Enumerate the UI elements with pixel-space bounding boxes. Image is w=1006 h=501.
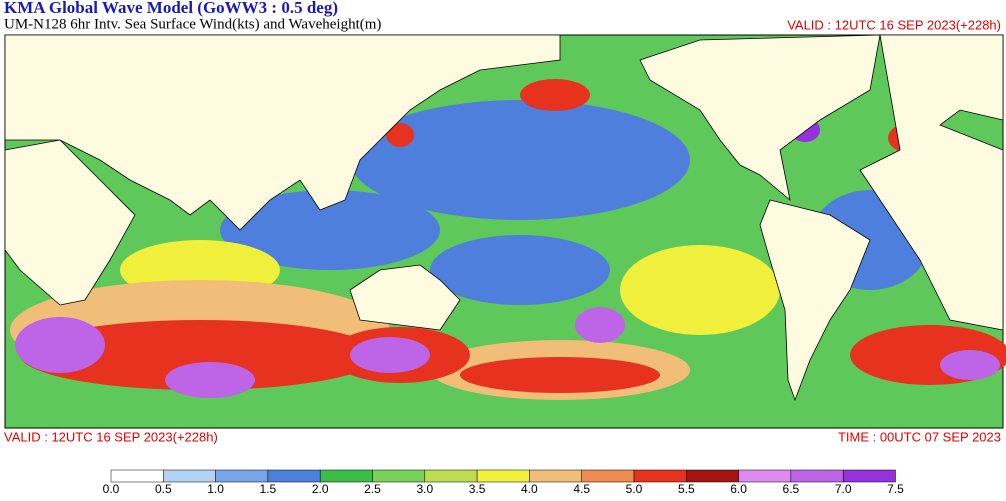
colorbar-swatch (372, 469, 426, 483)
colorbar-swatch (633, 469, 687, 483)
colorbar-swatch (267, 469, 321, 483)
colorbar-swatch (842, 469, 896, 483)
colorbar-tick-label: 7.0 (835, 482, 852, 496)
colorbar-swatch (529, 469, 582, 483)
colorbar-tick-label: 1.0 (207, 482, 224, 496)
colorbar-tick-label: 5.0 (626, 482, 643, 496)
colorbar-tick-label: 4.5 (573, 482, 590, 496)
colorbar-tick-label: 7.5 (887, 482, 904, 496)
colorbar-swatch (215, 469, 269, 483)
colorbar: 0.0 0.5 1.0 1.5 2.0 2.5 3.0 3.5 4.0 4.5 5.0 5.5 6.0 6… (103, 469, 904, 496)
colorbar-swatch (110, 469, 164, 483)
subtitle: UM-N128 6hr Intv. Sea Surface Wind(kts) … (4, 16, 381, 32)
colorbar-swatch (581, 469, 635, 483)
colorbar-tick-label: 5.5 (678, 482, 695, 496)
colorbar-tick-label: 3.0 (416, 482, 433, 496)
map (4, 34, 1006, 429)
colorbar-tick-label: 6.0 (730, 482, 747, 496)
colorbar-tick-label: 3.5 (469, 482, 486, 496)
valid-top: VALID : 12UTC 16 SEP 2023(+228h) (787, 17, 1001, 32)
time-label: TIME : 00UTC 07 SEP 2023 (838, 429, 1001, 444)
colorbar-swatch (424, 469, 478, 483)
colorbar-tick-label: 2.0 (312, 482, 329, 496)
colorbar-tick-label: 0.0 (103, 482, 120, 496)
colorbar-swatch (476, 469, 530, 483)
colorbar-swatch (790, 469, 844, 483)
colorbar-tick-label: 4.0 (521, 482, 538, 496)
colorbar-swatch (163, 469, 216, 483)
colorbar-tick-label: 6.5 (783, 482, 800, 496)
colorbar-tick-label: 0.5 (155, 482, 172, 496)
colorbar-swatch (319, 469, 373, 483)
colorbar-swatch (686, 469, 739, 483)
colorbar-tick-label: 1.5 (260, 482, 277, 496)
valid-bottom: VALID : 12UTC 16 SEP 2023(+228h) (4, 429, 218, 444)
colorbar-swatch (738, 469, 792, 483)
colorbar-tick-label: 2.5 (364, 482, 381, 496)
title: KMA Global Wave Model (GoWW3 : 0.5 deg) (4, 0, 338, 17)
